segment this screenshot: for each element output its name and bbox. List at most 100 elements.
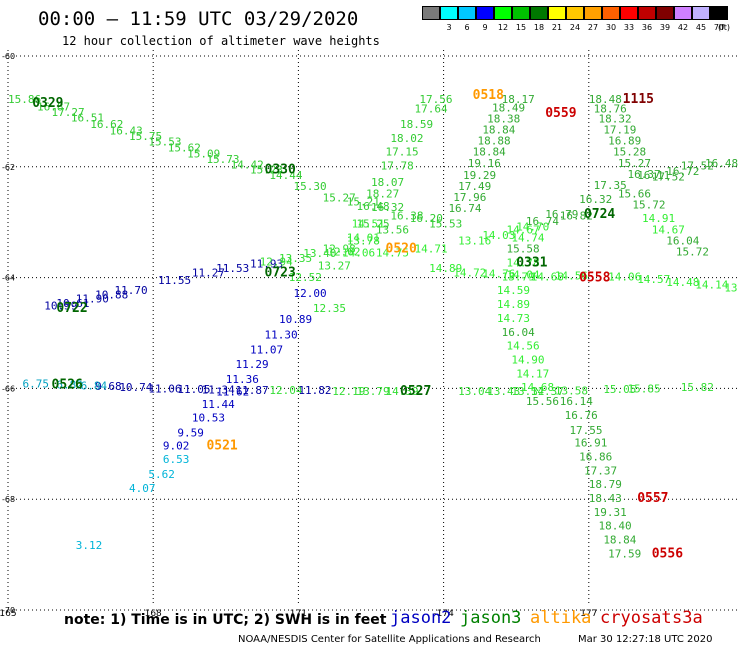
legend-label: 15 (515, 23, 527, 32)
wave-height-value: 15.27 (618, 157, 651, 170)
legend-label: 70 (713, 23, 725, 32)
wave-height-value: 15.23 (250, 163, 283, 176)
wave-height-value: 13.79 (356, 385, 389, 398)
wave-height-value: 15.73 (206, 153, 239, 166)
legend-label: 27 (587, 23, 599, 32)
wave-height-value: 19.16 (468, 157, 501, 170)
wave-height-value: 14.04 (507, 269, 540, 282)
legend-label: 30 (605, 23, 617, 32)
wave-height-value: 15.53 (148, 136, 181, 149)
wave-height-value: 14.72 (453, 266, 486, 279)
wave-height-value: 6.75 (23, 377, 50, 390)
y-tick-label: -70 (2, 606, 15, 615)
wave-height-value: 14.76 (482, 268, 515, 281)
wave-height-value: 18.84 (473, 146, 506, 159)
pass-label: 0557 (637, 491, 668, 506)
legend-swatch (638, 6, 656, 20)
legend-label: 9 (482, 23, 488, 32)
legend-swatch (548, 6, 566, 20)
legend-swatch (620, 6, 638, 20)
wave-height-value: 18.43 (589, 492, 622, 505)
wave-height-value: 18.40 (598, 520, 631, 533)
wave-height-value: 14.73 (497, 312, 530, 325)
wave-height-value: 14.44 (269, 169, 302, 182)
legend-label: 6 (464, 23, 470, 32)
wave-height-value: 13.16 (458, 234, 491, 247)
wave-height-value: 19.29 (463, 169, 496, 182)
legend-label: 12 (497, 23, 509, 32)
wave-height-value: 17.56 (419, 93, 452, 106)
wave-height-value: 16.51 (71, 111, 104, 124)
wave-height-value: 16.32 (371, 201, 404, 214)
legend-swatch (458, 6, 476, 20)
wave-height-value: 16.79 (545, 208, 578, 221)
pass-label: 0526 (52, 377, 83, 392)
wave-height-value: 6.82 (56, 378, 83, 391)
wave-height-value: 16.72 (666, 165, 699, 178)
legend-swatch (602, 6, 620, 20)
pass-label: 0527 (400, 384, 431, 399)
wave-height-value: 18.32 (598, 112, 631, 125)
credit-text: NOAA/NESDIS Center for Satellite Applica… (238, 634, 541, 645)
wave-height-value: 10.74 (119, 381, 152, 394)
legend-swatch (530, 6, 548, 20)
satellite-cryosat: cryosat (600, 608, 672, 628)
wave-height-value: 15.75 (129, 130, 162, 143)
wave-height-value: 14.67 (652, 223, 685, 236)
wave-height-value: 16.20 (410, 212, 443, 225)
wave-height-value: 16.87 (37, 100, 70, 113)
x-tick-label: 177 (580, 609, 597, 619)
wave-height-value: 14.37 (531, 385, 564, 398)
wave-height-value: 11.53 (216, 262, 249, 275)
legend-swatch (512, 6, 530, 20)
wave-height-value: 11.93 (250, 258, 283, 271)
wave-height-value: 12.52 (289, 271, 322, 284)
note-text: note: 1) Time is in UTC; 2) SWH is in fe… (64, 612, 387, 628)
wave-height-value: 18.27 (366, 187, 399, 200)
wave-height-value: 17.19 (603, 124, 636, 137)
wave-height-value: 15.66 (618, 187, 651, 200)
y-tick-label: -68 (2, 495, 15, 504)
wave-height-value: 4.07 (129, 482, 156, 495)
wave-height-value: 16.91 (574, 437, 607, 450)
satellite-altika: altika (530, 608, 592, 628)
wave-height-value: 9.59 (177, 427, 204, 440)
y-tick-label: -62 (2, 163, 15, 172)
wave-height-value: 14.89 (497, 298, 530, 311)
wave-height-value: 12.94 (260, 255, 293, 268)
wave-height-value: 13.32 (511, 385, 544, 398)
wave-height-value: 14.75 (376, 247, 409, 260)
wave-height-value: 12.04 (269, 384, 302, 397)
wave-height-value: 14.70 (516, 221, 549, 234)
legend-label: 24 (569, 23, 581, 32)
wave-height-value: 16.74 (448, 202, 481, 215)
wave-height-value: 11.30 (265, 329, 298, 342)
pass-label: 0723 (265, 265, 296, 280)
chart-title: 00:00 — 11:59 UTC 03/29/2020 (38, 8, 359, 30)
legend-label: 42 (677, 23, 689, 32)
wave-height-value: 16.04 (502, 326, 535, 339)
legend-swatch (422, 6, 440, 20)
pass-label: 0520 (386, 242, 417, 257)
wave-height-value: 17.35 (594, 179, 627, 192)
legend-swatch (494, 6, 512, 20)
wave-height-value: 15.58 (507, 243, 540, 256)
wave-height-value: 15.72 (676, 245, 709, 258)
wave-height-value: 18.88 (477, 135, 510, 148)
wave-height-value: 10.61 (56, 297, 89, 310)
wave-height-value: 11.05 (177, 383, 210, 396)
wave-height-value: 16.76 (565, 409, 598, 422)
y-tick-label: -64 (2, 274, 15, 283)
pass-label: 0518 (473, 88, 504, 103)
legend-label: 45 (695, 23, 707, 32)
wave-height-value: 14.56 (555, 269, 588, 282)
wave-height-value: 11.90 (76, 293, 109, 306)
pass-label: 0556 (652, 546, 683, 561)
wave-height-value: 18.79 (589, 478, 622, 491)
pass-label: 0558 (579, 270, 610, 285)
wave-height-value: 14.91 (642, 212, 675, 225)
wave-height-value: 11.06 (148, 382, 181, 395)
wave-height-value: 15.30 (294, 180, 327, 193)
wave-height-value: 9.02 (163, 439, 190, 452)
